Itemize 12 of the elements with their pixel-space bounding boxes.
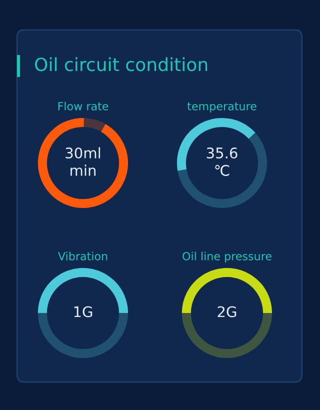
donut-slice	[84, 118, 106, 132]
chart-title: temperature	[187, 102, 256, 113]
donut-slice	[178, 132, 268, 208]
text: 2G	[218, 306, 236, 318]
chart-title: Oil line pressure	[182, 252, 272, 263]
text: 35.6 ℃	[206, 147, 238, 176]
text: 1G	[74, 306, 92, 318]
chart-title: Vibration	[58, 252, 108, 260]
donut-slice	[38, 118, 128, 208]
chart-title: Flow rate	[58, 102, 108, 110]
text: Oil circuit condition	[35, 57, 208, 72]
text: 30ml min	[66, 147, 100, 176]
